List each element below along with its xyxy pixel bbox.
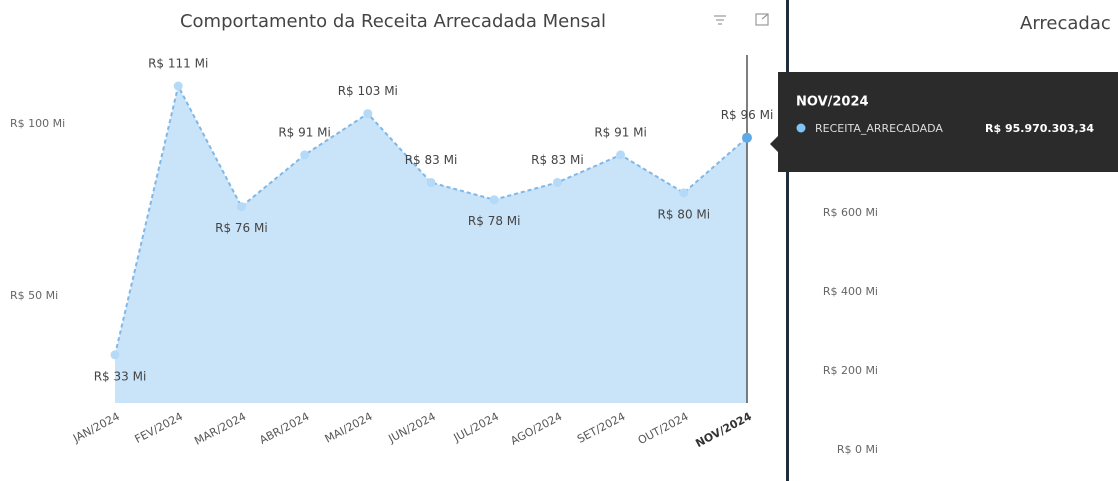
chart-title: Arrecadac [1020, 13, 1111, 34]
point [110, 350, 120, 360]
tooltip-value: R$ 95.970.303,34 [985, 122, 1094, 135]
tooltip-box [778, 72, 1118, 172]
tooltip-series: RECEITA_ARRECADADA [815, 122, 943, 135]
y-tick-label: R$ 100 Mi [10, 117, 65, 130]
point [742, 132, 752, 143]
y-tick-label: R$ 50 Mi [10, 289, 58, 302]
point [489, 195, 499, 205]
point [616, 150, 626, 160]
data-label: R$ 103 Mi [338, 84, 398, 98]
focus-icon[interactable] [755, 13, 769, 26]
data-label: R$ 91 Mi [278, 125, 331, 139]
data-label: R$ 96 Mi [721, 108, 774, 122]
point [363, 109, 373, 119]
filter-icon[interactable] [714, 15, 726, 25]
tooltip: NOV/2024 RECEITA_ARRECADADA R$ 95.970.30… [770, 72, 1118, 172]
tooltip-swatch [796, 123, 806, 133]
point [679, 188, 689, 198]
data-label: R$ 83 Mi [531, 153, 584, 167]
chart-title: Comportamento da Receita Arrecadada Mens… [180, 11, 606, 32]
point [173, 81, 183, 91]
point [236, 202, 246, 212]
y-tick-label: R$ 200 Mi [823, 364, 878, 377]
point [552, 177, 562, 187]
data-label: R$ 78 Mi [468, 214, 521, 228]
y-tick-label: R$ 0 Mi [837, 443, 878, 456]
data-label: R$ 76 Mi [215, 221, 268, 235]
line [114, 83, 748, 355]
data-label: R$ 33 Mi [94, 369, 147, 383]
data-label: R$ 111 Mi [148, 57, 208, 71]
tooltip-pointer [770, 136, 778, 152]
separator [786, 0, 789, 481]
data-label: R$ 80 Mi [658, 207, 711, 221]
data-label: R$ 83 Mi [405, 153, 458, 167]
tooltip-title: NOV/2024 [796, 95, 869, 110]
point [300, 150, 310, 160]
y-tick-label: R$ 400 Mi [823, 285, 878, 298]
point [426, 177, 436, 187]
area [115, 86, 747, 404]
data-label: R$ 91 Mi [594, 125, 647, 139]
y-tick-label: R$ 600 Mi [823, 206, 878, 219]
